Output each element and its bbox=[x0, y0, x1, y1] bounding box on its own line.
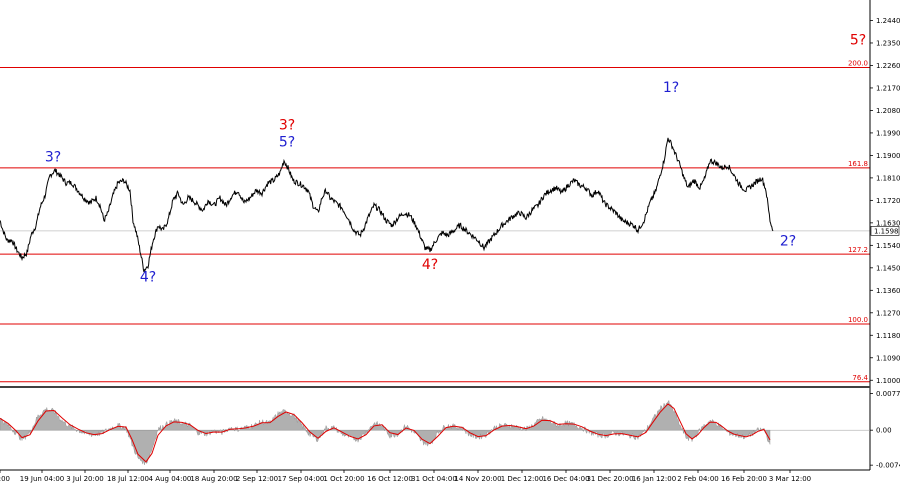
wave-label: 5? bbox=[850, 33, 866, 49]
oscillator-axis: 0.00776 0.00 -0.0074 bbox=[870, 390, 900, 470]
time-tick-label: 31 Oct 04:00 bbox=[411, 475, 457, 483]
wave-label: 4? bbox=[140, 270, 156, 286]
price-axis: 1.2440 1.2350 1.2260 1.2170 1.2080 1.1990 1.19… bbox=[870, 17, 900, 385]
price-tick-label: 1.1360 bbox=[876, 287, 900, 295]
oscillator-panel bbox=[0, 399, 870, 466]
price-tick-label: 1.1450 bbox=[876, 264, 900, 272]
fib-level-label: 100.0 bbox=[848, 316, 868, 324]
price-tick-label: 1.1000 bbox=[876, 377, 900, 385]
wave-label: 5? bbox=[279, 135, 295, 151]
price-tick-label: 1.1540 bbox=[876, 242, 900, 250]
price-tick-label: 1.1630 bbox=[876, 219, 900, 227]
price-tick-label: 1.2080 bbox=[876, 107, 900, 115]
time-tick-label: 9 Jun 12:00 bbox=[0, 475, 10, 483]
price-tick-label: 1.1720 bbox=[876, 197, 900, 205]
price-tick-label: 1.2350 bbox=[876, 39, 900, 47]
price-tick-label: 1.2260 bbox=[876, 62, 900, 70]
price-tick-label: 1.1990 bbox=[876, 129, 900, 137]
time-tick-label: 16 Jan 12:00 bbox=[632, 475, 676, 483]
price-tick-label: 1.1180 bbox=[876, 332, 900, 340]
time-tick-label: 1 Dec 12:00 bbox=[501, 475, 544, 483]
oscillator-tick-label: 0.00776 bbox=[876, 390, 900, 398]
wave-label: 3? bbox=[279, 118, 295, 134]
wave-label: 2? bbox=[780, 233, 796, 249]
time-tick-label: 16 Feb 20:00 bbox=[721, 475, 767, 483]
wave-label: 4? bbox=[422, 257, 438, 273]
price-tick-label: 1.2170 bbox=[876, 84, 900, 92]
current-price-label: 1.1598 bbox=[874, 227, 899, 235]
fib-level-label: 161.8 bbox=[848, 160, 868, 168]
wave-labels: 3?4?3?5?4?1?2?5? bbox=[45, 33, 866, 286]
price-series bbox=[0, 137, 774, 273]
fib-level-label: 127.2 bbox=[848, 246, 868, 254]
time-tick-label: 3 Mar 12:00 bbox=[769, 475, 811, 483]
wave-label: 3? bbox=[45, 150, 61, 166]
fib-level-label: 76.4 bbox=[852, 374, 868, 382]
time-tick-label: 19 Jun 04:00 bbox=[20, 475, 64, 483]
time-tick-label: 16 Dec 04:00 bbox=[542, 475, 589, 483]
time-tick-label: 31 Dec 20:00 bbox=[586, 475, 633, 483]
time-tick-label: 2 Sep 12:00 bbox=[236, 475, 278, 483]
time-tick-label: 18 Jul 12:00 bbox=[107, 475, 149, 483]
time-tick-label: 2 Feb 04:00 bbox=[677, 475, 718, 483]
wave-label: 1? bbox=[663, 80, 679, 96]
time-tick-label: 4 Aug 04:00 bbox=[149, 475, 192, 483]
oscillator-tick-label: -0.0074 bbox=[876, 462, 900, 470]
time-tick-label: 17 Sep 04:00 bbox=[278, 475, 325, 483]
current-price-box: 1.1598 bbox=[870, 226, 900, 236]
price-tick-label: 1.1270 bbox=[876, 309, 900, 317]
time-tick-label: 18 Aug 20:00 bbox=[190, 475, 237, 483]
fib-level-label: 200.0 bbox=[848, 59, 868, 67]
oscillator-signal-line bbox=[0, 403, 771, 463]
time-tick-label: 14 Nov 20:00 bbox=[454, 475, 501, 483]
price-tick-label: 1.2440 bbox=[876, 17, 900, 25]
fibonacci-levels: 200.0 161.8 127.2 100.0 76.4 bbox=[0, 59, 870, 383]
time-tick-label: 16 Oct 12:00 bbox=[367, 475, 413, 483]
oscillator-histogram bbox=[0, 399, 771, 466]
price-tick-label: 1.1090 bbox=[876, 354, 900, 362]
price-tick-label: 1.1900 bbox=[876, 152, 900, 160]
time-tick-label: 1 Oct 20:00 bbox=[323, 475, 364, 483]
oscillator-tick-label: 0.00 bbox=[876, 427, 892, 435]
price-tick-label: 1.1810 bbox=[876, 174, 900, 182]
time-tick-label: 3 Jul 20:00 bbox=[66, 475, 104, 483]
